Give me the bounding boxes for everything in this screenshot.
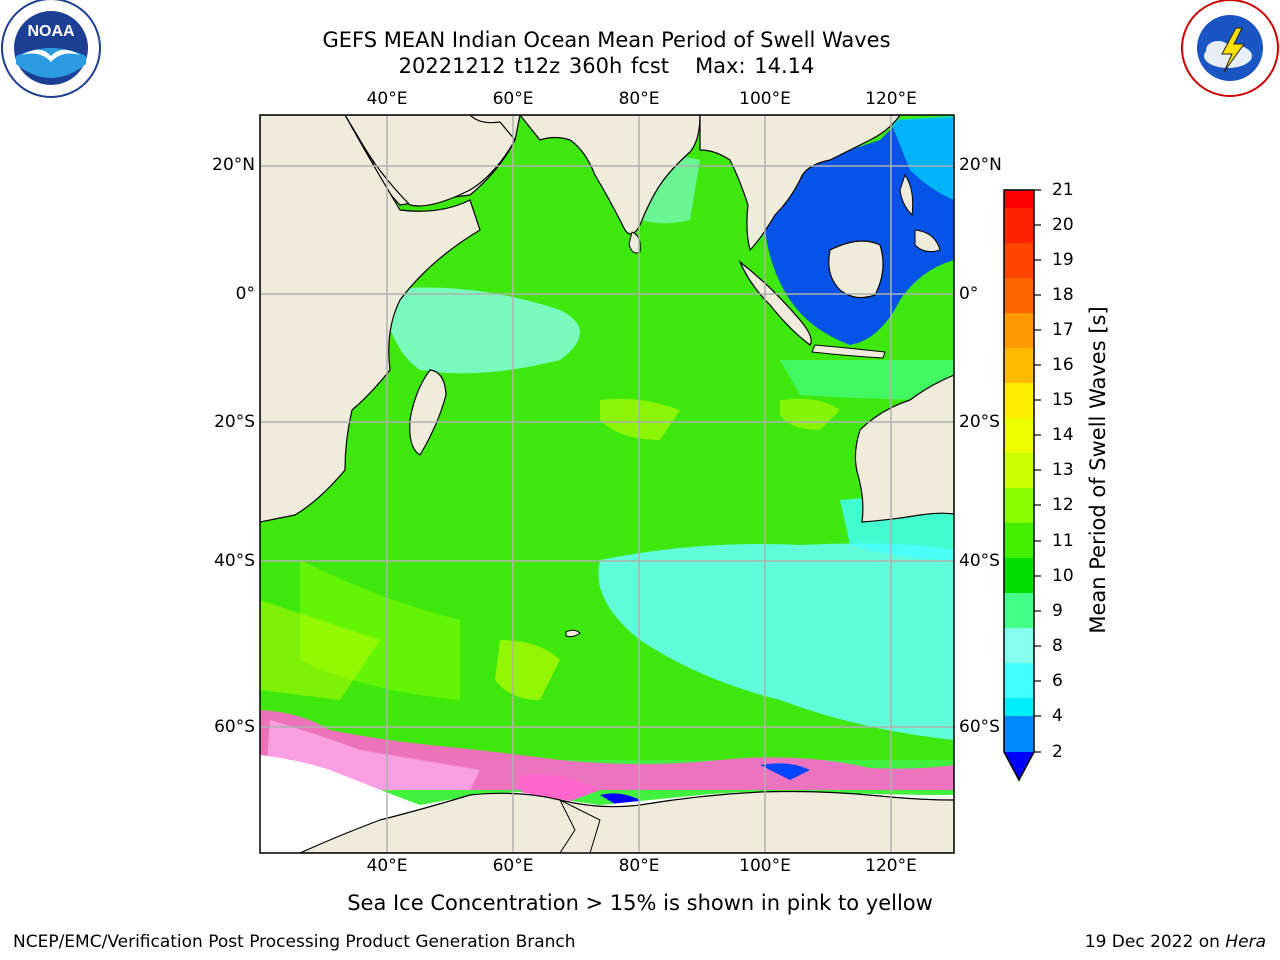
lat-tick-right: 0°: [959, 284, 979, 304]
indian-ocean-map: [259, 114, 955, 854]
map-title: GEFS MEAN Indian Ocean Mean Period of Sw…: [322, 28, 891, 52]
lat-tick-left: 20°S: [214, 412, 255, 432]
lon-tick-bottom: 40°E: [366, 856, 408, 876]
footer-host: Hera: [1225, 932, 1266, 952]
colorbar-tick: 13: [1052, 460, 1074, 480]
lat-tick-left: 60°S: [214, 717, 255, 737]
footer-date: 19 Dec 2022 on Hera: [1085, 932, 1266, 952]
lat-tick-left: 0°: [235, 284, 255, 304]
colorbar-tick: 20: [1052, 215, 1074, 235]
noaa-logo-text: NOAA: [27, 23, 75, 40]
colorbar-tick: 6: [1052, 671, 1063, 691]
colorbar-tick: 8: [1052, 636, 1063, 656]
lon-tick-bottom: 60°E: [492, 856, 534, 876]
lon-tick-top: 100°E: [739, 89, 791, 109]
sea-ice-caption: Sea Ice Concentration > 15% is shown in …: [347, 891, 933, 915]
lon-tick-top: 60°E: [492, 89, 534, 109]
footer-credit: NCEP/EMC/Verification Post Processing Pr…: [13, 932, 576, 952]
lon-tick-bottom: 80°E: [618, 856, 660, 876]
lat-tick-right: 20°S: [959, 412, 1000, 432]
colorbar-tick: 14: [1052, 425, 1074, 445]
colorbar: [1003, 189, 1041, 782]
colorbar-tick: 11: [1052, 531, 1074, 551]
colorbar-tick: 2: [1052, 742, 1063, 762]
colorbar-tick: 10: [1052, 566, 1074, 586]
colorbar-tick: 18: [1052, 285, 1074, 305]
lat-tick-right: 20°N: [959, 155, 1002, 175]
lon-tick-top: 40°E: [366, 89, 408, 109]
colorbar-tick: 17: [1052, 320, 1074, 340]
colorbar-tick: 21: [1052, 180, 1074, 200]
colorbar-tick: 15: [1052, 390, 1074, 410]
lat-tick-left: 40°S: [214, 551, 255, 571]
lon-tick-bottom: 120°E: [865, 856, 917, 876]
lat-tick-right: 60°S: [959, 717, 1000, 737]
lon-tick-top: 80°E: [618, 89, 660, 109]
lat-tick-right: 40°S: [959, 551, 1000, 571]
colorbar-tick: 16: [1052, 355, 1074, 375]
colorbar-tick: 9: [1052, 601, 1063, 621]
nws-logo-icon: [1181, 0, 1279, 97]
lon-tick-bottom: 100°E: [739, 856, 791, 876]
lon-tick-top: 120°E: [865, 89, 917, 109]
map-gridlines: [260, 115, 954, 853]
map-subtitle: 20221212 t12z 360h fcst Max: 14.14: [398, 54, 815, 78]
colorbar-title: Mean Period of Swell Waves [s]: [1086, 306, 1110, 634]
footer-date-text: 19 Dec 2022 on: [1084, 932, 1226, 952]
colorbar-tick: 12: [1052, 495, 1074, 515]
colorbar-tick: 19: [1052, 250, 1074, 270]
noaa-logo-icon: NOAA: [1, 0, 101, 98]
colorbar-tick: 4: [1052, 706, 1063, 726]
lat-tick-left: 20°N: [212, 155, 255, 175]
